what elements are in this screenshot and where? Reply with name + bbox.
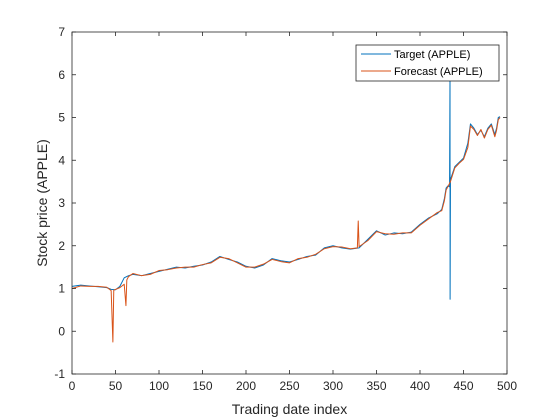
x-axis: 0 50 100 150 200 250 300 350 400 450 500 [69, 32, 517, 393]
x-tick-label: 100 [149, 379, 169, 393]
x-tick-label: 400 [410, 379, 430, 393]
x-tick-label: 0 [69, 379, 76, 393]
x-tick-label: 250 [279, 379, 299, 393]
series-layer [71, 74, 501, 343]
x-tick-label: 150 [192, 379, 212, 393]
x-tick-label: 500 [497, 379, 517, 393]
y-tick-label: 6 [58, 68, 65, 82]
legend: Target (APPLE) Forecast (APPLE) [355, 44, 500, 82]
y-tick-label: 7 [58, 25, 65, 39]
legend-box [355, 44, 500, 82]
y-tick-label: 1 [58, 282, 65, 296]
x-axis-label: Trading date index [232, 401, 347, 417]
x-tick-label: 350 [366, 379, 386, 393]
y-tick-label: 5 [58, 111, 65, 125]
y-tick-label: 4 [58, 153, 65, 167]
x-tick-label: 50 [109, 379, 123, 393]
y-axis-label: Stock price (APPLE) [34, 139, 50, 267]
legend-entry-target: Target (APPLE) [394, 49, 470, 61]
legend-entry-forecast: Forecast (APPLE) [394, 66, 483, 78]
y-axis: -1 0 1 2 3 4 5 6 7 [54, 25, 507, 381]
series-line-forecast [71, 117, 501, 343]
x-tick-label: 200 [236, 379, 256, 393]
y-tick-label: 2 [58, 239, 65, 253]
y-tick-label: -1 [54, 367, 65, 381]
y-tick-label: 0 [58, 324, 65, 338]
x-tick-label: 450 [453, 379, 473, 393]
x-tick-label: 300 [323, 379, 343, 393]
y-tick-label: 3 [58, 196, 65, 210]
